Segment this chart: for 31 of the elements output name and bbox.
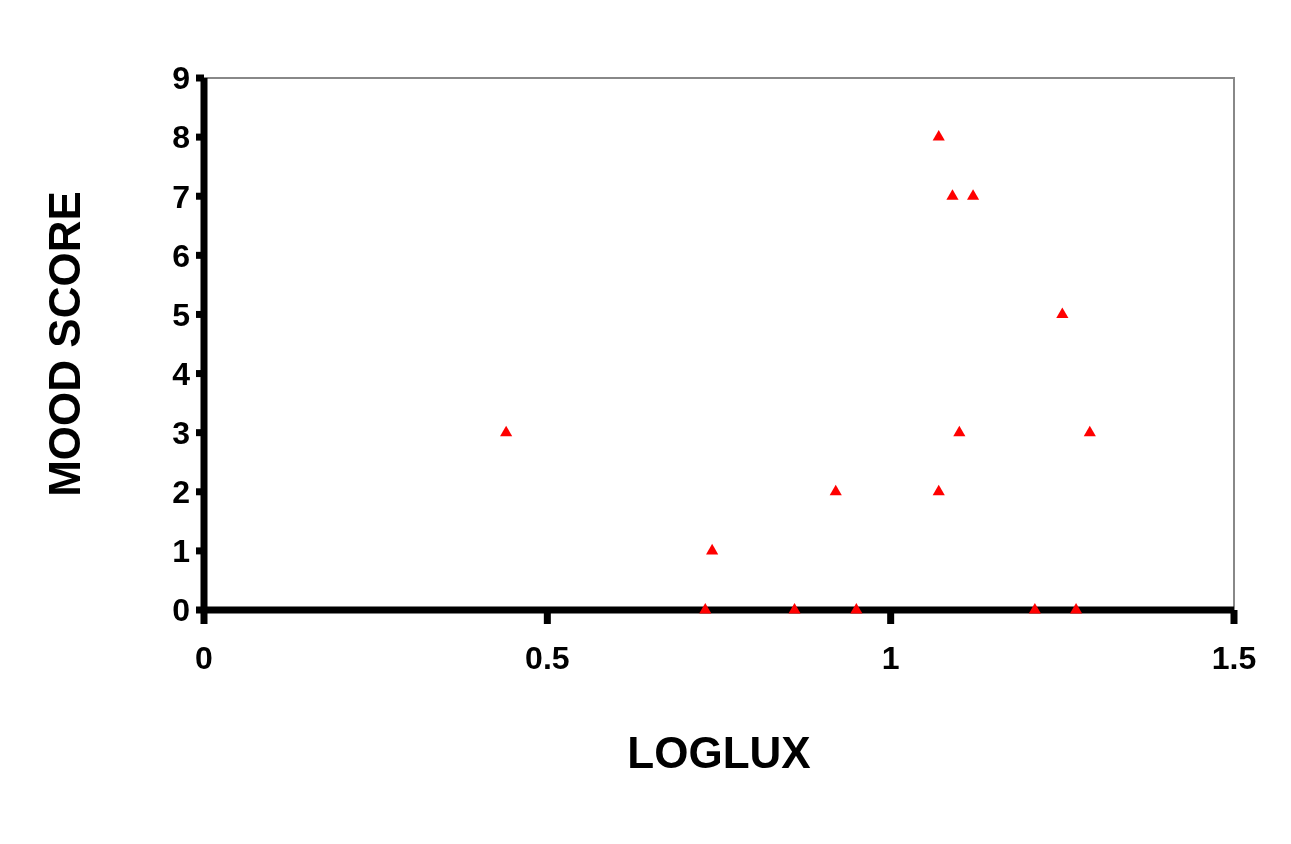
y-tick-label: 4	[172, 355, 191, 392]
x-tick-label: 0	[195, 639, 213, 676]
y-tick-label: 9	[172, 60, 190, 97]
x-tick-label: 0.5	[525, 639, 570, 676]
x-tick-label: 1.5	[1211, 639, 1257, 676]
y-tick-label: 8	[172, 119, 190, 156]
point	[699, 602, 712, 614]
point	[1069, 602, 1083, 614]
point	[953, 425, 966, 437]
point	[829, 484, 842, 496]
y-tick-label: 1	[172, 533, 190, 570]
point	[932, 130, 945, 141]
y-tick-label: 6	[172, 237, 190, 274]
y-axis-title: MOOD SCORE	[39, 191, 89, 497]
point	[1083, 425, 1096, 437]
y-tick-label: 5	[172, 296, 190, 333]
point	[788, 602, 801, 614]
y-tick-label: 0	[172, 592, 190, 629]
y-tick-label: 3	[172, 415, 190, 452]
x-axis-title: LOGLUX	[627, 728, 811, 777]
point	[946, 189, 959, 200]
point	[932, 484, 945, 496]
y-tick-label: 2	[172, 474, 190, 511]
point	[850, 602, 863, 614]
point	[706, 543, 719, 555]
y-tick-label: 7	[172, 178, 190, 215]
point	[1056, 307, 1069, 318]
x-tick-label: 1	[881, 639, 900, 676]
point	[500, 425, 513, 437]
point	[1028, 602, 1041, 614]
point	[966, 189, 980, 200]
